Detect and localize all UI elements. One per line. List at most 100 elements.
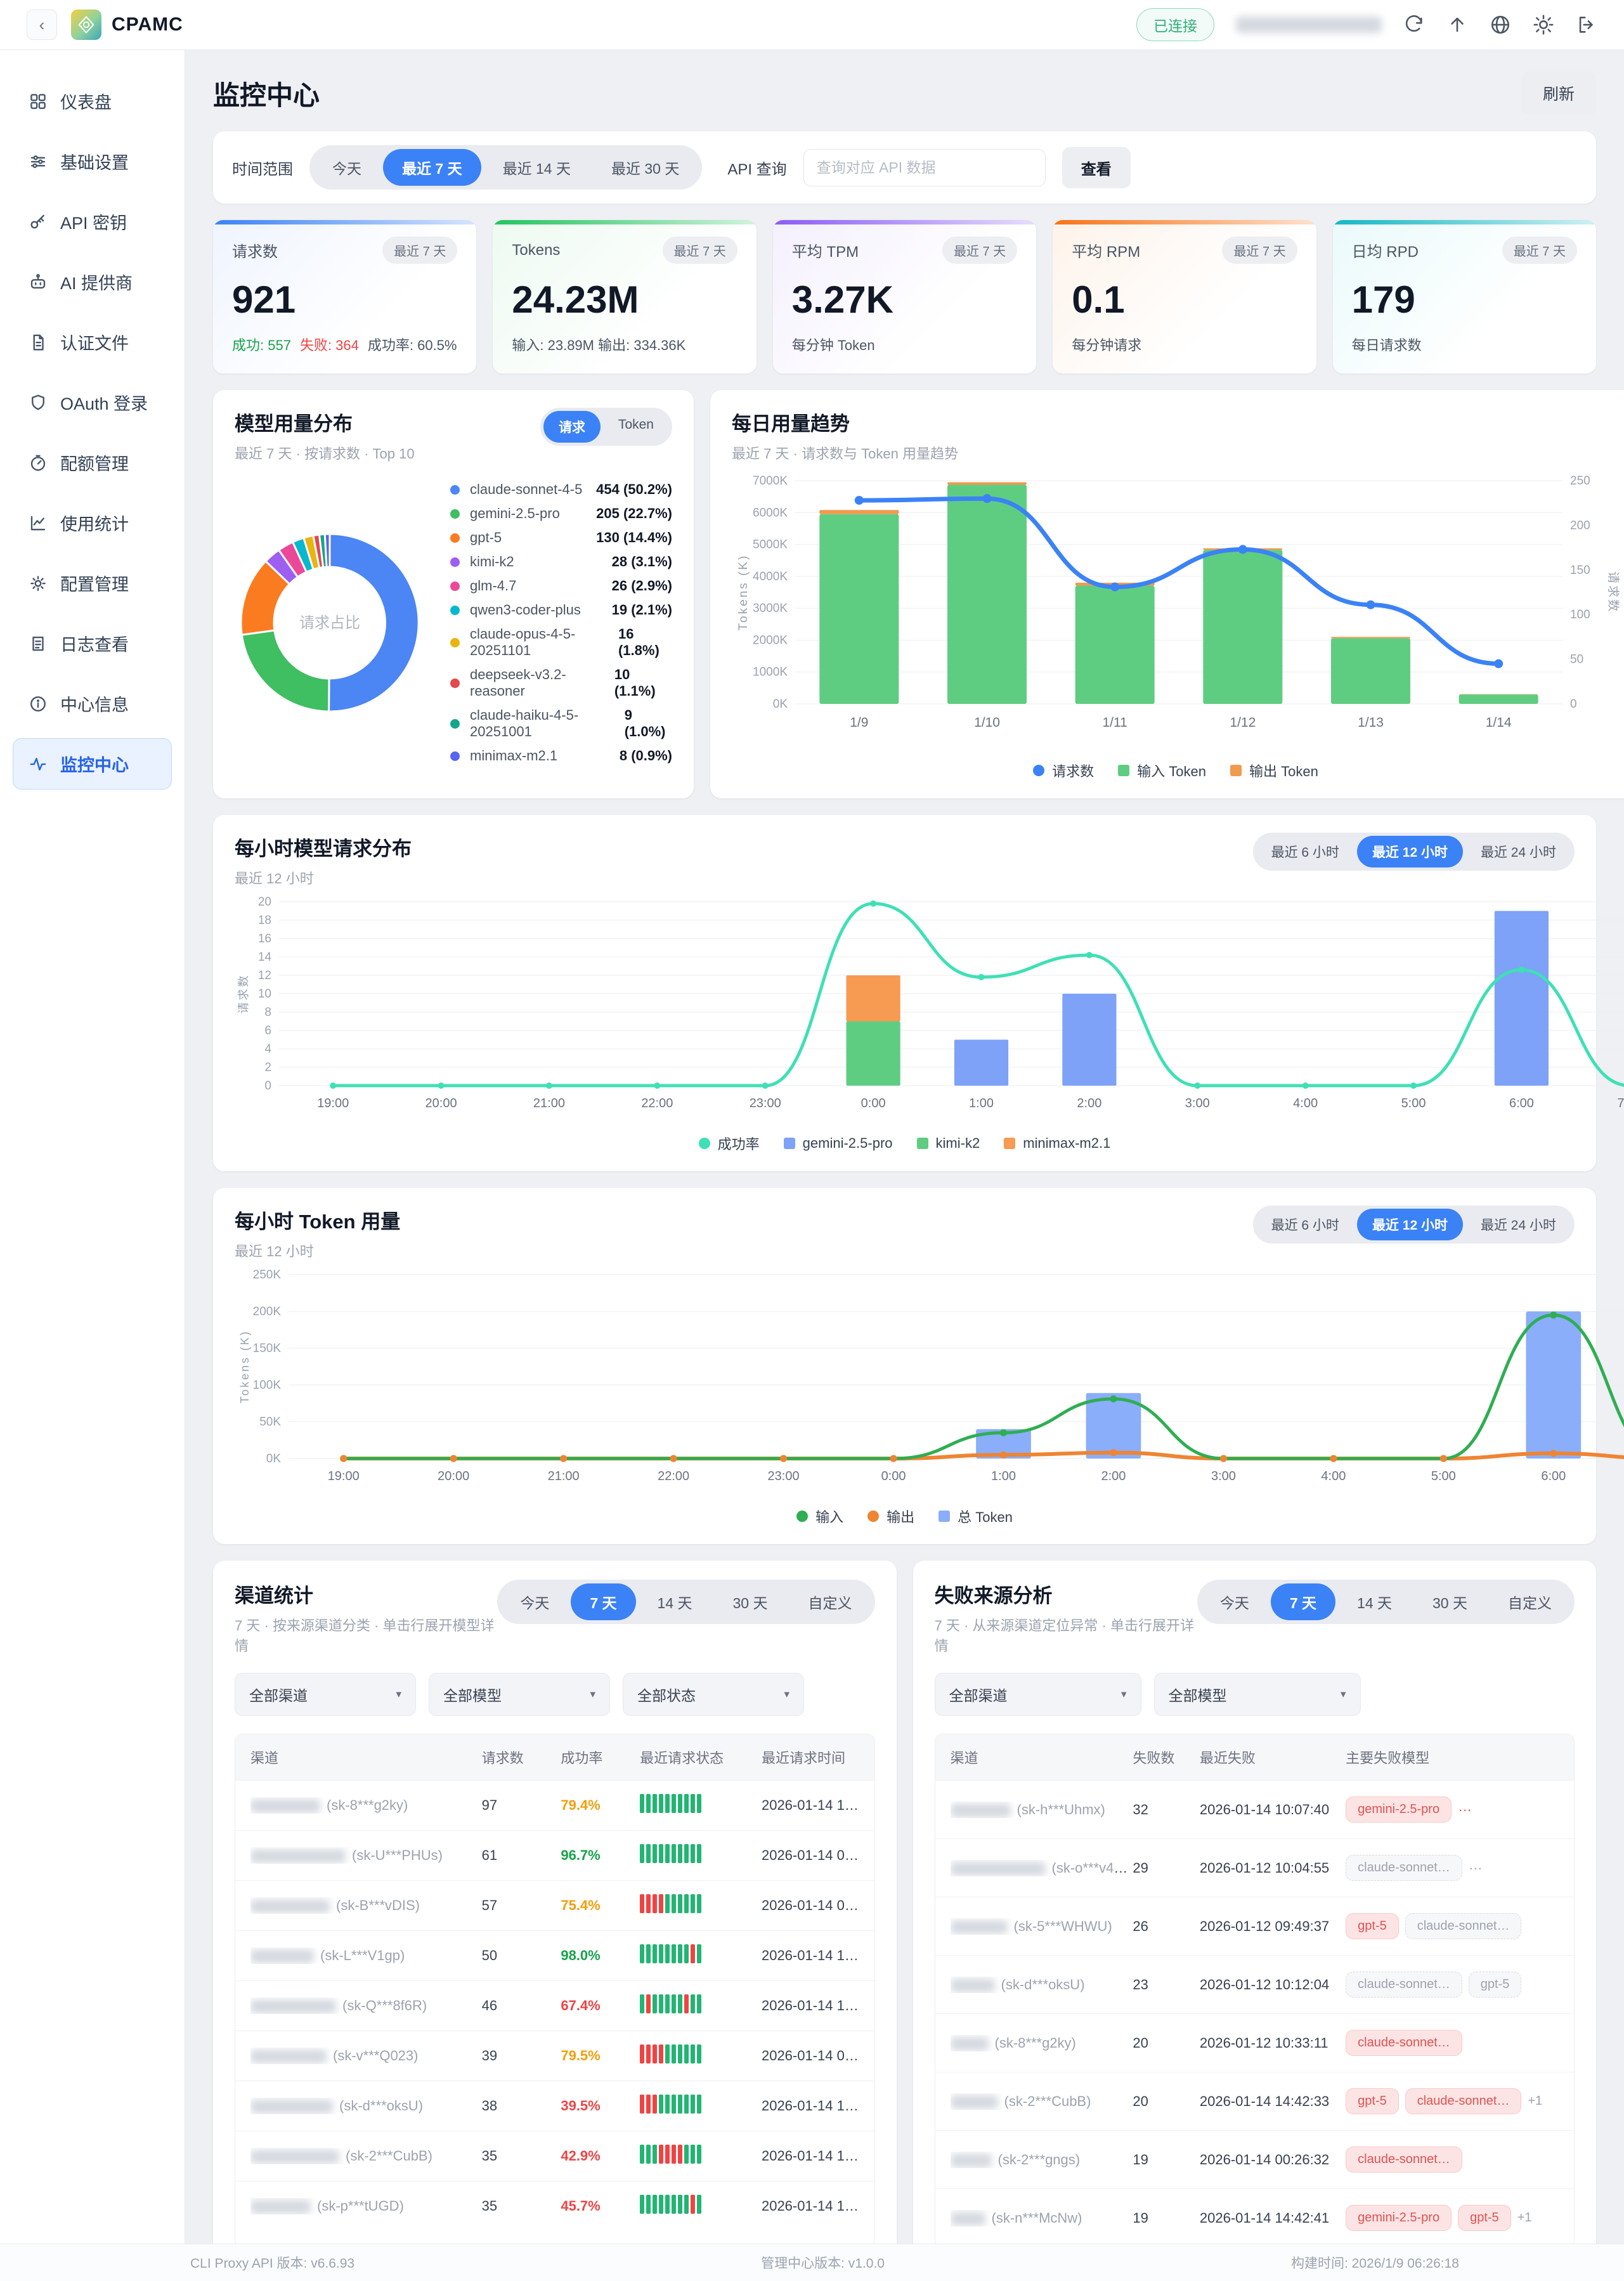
failure-row[interactable]: (sk-8***g2ky) 20 2026-01-12 10:33:11 cla… — [935, 2013, 1574, 2072]
sidebar-item-label: 基础设置 — [60, 153, 129, 172]
svg-text:14: 14 — [258, 951, 272, 964]
pill-option[interactable]: 最近 30 天 — [611, 160, 680, 177]
sidebar-item-11[interactable]: 中心信息 — [13, 678, 172, 729]
chevron-down-icon: ▾ — [590, 1688, 595, 1700]
failure-row[interactable]: (sk-2***CubB) 20 2026-01-14 14:42:33 gpt… — [935, 2072, 1574, 2130]
pill-option[interactable]: 最近 6 小时 — [1271, 845, 1339, 860]
sidebar-item-6[interactable]: OAuth 登录 — [13, 377, 172, 428]
sidebar-item-1[interactable]: 仪表盘 — [13, 75, 172, 127]
gauge-icon — [30, 455, 46, 471]
pill-option[interactable]: 14 天 — [1357, 1595, 1393, 1611]
svg-text:20:00: 20:00 — [425, 1096, 457, 1110]
hourly-tokens-title: 每小时 Token 用量 — [235, 1211, 401, 1233]
pill-option[interactable]: 请求 — [543, 411, 601, 443]
channel-row[interactable]: (sk-L***V1gp) 50 98.0% 2026-01-14 14:46:… — [235, 1930, 874, 1980]
file-icon — [33, 334, 44, 350]
logout-icon[interactable] — [1576, 14, 1597, 36]
status-bars — [640, 2145, 702, 2164]
connection-status-badge: 已连接 — [1136, 8, 1214, 41]
svg-text:请求数: 请求数 — [237, 974, 250, 1014]
pill-option[interactable]: 最近 12 小时 — [1356, 1209, 1463, 1240]
sidebar-item-3[interactable]: API 密钥 — [13, 196, 172, 247]
pill-option[interactable]: 今天 — [332, 160, 361, 177]
pill-option[interactable]: 最近 7 天 — [383, 149, 481, 186]
svg-text:250K: 250K — [253, 1268, 282, 1282]
stat-card-2: Tokens 最近 7 天 24.23M 输入: 23.89M 输出: 334.3… — [493, 220, 757, 374]
pill-option[interactable]: 今天 — [1219, 1595, 1249, 1611]
channel-row[interactable]: (sk-d***oksU) 38 39.5% 2026-01-14 14:42:… — [235, 2081, 874, 2131]
pill-option[interactable]: 最近 14 天 — [502, 160, 571, 177]
sidebar-collapse-button[interactable]: ‹ — [27, 10, 57, 40]
failure-row[interactable]: (sk-5***WHWU) 26 2026-01-12 09:49:37 gpt… — [935, 1897, 1574, 1955]
pill-option[interactable]: 自定义 — [808, 1595, 852, 1611]
pill-option[interactable]: 30 天 — [732, 1595, 768, 1611]
bot-icon — [30, 273, 46, 289]
channel-row[interactable]: (sk-8***g2ky) 97 79.4% 2026-01-14 14:44:… — [235, 1780, 874, 1830]
dashboard-icon — [30, 93, 46, 109]
daily-trend-card: 每日用量趋势 最近 7 天 · 请求数与 Token 用量趋势 0K 1000K 2… — [710, 390, 1624, 798]
filter-select[interactable]: 全部状态 ▾ — [623, 1673, 804, 1716]
pill-option[interactable]: 最近 12 小时 — [1356, 836, 1463, 868]
channel-row[interactable]: (sk-B***vDIS) 57 75.4% 2026-01-14 00:27:… — [235, 1880, 874, 1930]
theme-sun-icon[interactable] — [1533, 14, 1554, 36]
sidebar-item-9[interactable]: 配置管理 — [13, 557, 172, 609]
sidebar-item-12[interactable]: 监控中心 — [13, 738, 172, 790]
channel-row[interactable]: (sk-p***tUGD) 35 45.7% 2026-01-14 14:45:… — [235, 2181, 874, 2231]
failure-row[interactable]: (sk-2***gngs) 19 2026-01-14 00:26:32 cla… — [935, 2130, 1574, 2188]
svg-text:0:00: 0:00 — [881, 1469, 906, 1483]
api-query-input[interactable] — [803, 148, 1046, 186]
failure-row[interactable]: (sk-o***v4gP) 29 2026-01-12 10:04:55 cla… — [935, 1838, 1574, 1897]
hourly-requests-chart: 024681012141618200%10%20%30%40%50%60%70%… — [237, 895, 1624, 1110]
failure-row[interactable]: (sk-n***McNw) 19 2026-01-14 14:42:41 gem… — [935, 2188, 1574, 2244]
svg-text:Tokens (K): Tokens (K) — [238, 1330, 251, 1403]
filter-select[interactable]: 全部渠道 ▾ — [235, 1673, 416, 1716]
channel-row[interactable]: (sk-U***PHUs) 61 96.7% 2026-01-14 00:26:… — [235, 1830, 874, 1880]
stat-title: 平均 TPM — [791, 244, 859, 261]
sidebar-item-4[interactable]: AI 提供商 — [13, 256, 172, 308]
channel-row[interactable]: (sk-v***Q023) 39 79.5% 2026-01-14 00:26:… — [235, 2031, 874, 2081]
svg-text:4000K: 4000K — [753, 570, 788, 583]
filter-select[interactable]: 全部模型 ▾ — [1153, 1673, 1361, 1716]
svg-text:200: 200 — [1570, 519, 1590, 532]
filter-select[interactable]: 全部模型 ▾ — [429, 1673, 610, 1716]
svg-text:2: 2 — [264, 1061, 271, 1074]
pill-option[interactable]: 14 天 — [657, 1595, 692, 1611]
model-usage-title: 模型用量分布 — [235, 413, 353, 435]
failure-analysis-title: 失败来源分析 — [934, 1585, 1053, 1607]
sidebar-item-8[interactable]: 使用统计 — [13, 497, 172, 549]
pill-option[interactable]: 最近 24 小时 — [1480, 845, 1556, 860]
svg-text:21:00: 21:00 — [548, 1469, 580, 1483]
refresh-icon[interactable] — [1403, 14, 1425, 36]
svg-text:22:00: 22:00 — [658, 1469, 689, 1483]
failure-row[interactable]: (sk-d***oksU) 23 2026-01-12 10:12:04 cla… — [935, 1955, 1574, 2013]
sidebar-item-5[interactable]: 认证文件 — [13, 316, 172, 368]
pill-option[interactable]: 7 天 — [1270, 1583, 1336, 1620]
pill-option[interactable]: Token — [618, 417, 654, 432]
footer-build-time: 构建时间: 2026/1/9 06:26:18 — [1290, 2256, 1459, 2271]
stat-card-3: 平均 TPM 最近 7 天 3.27K 每分钟 Token — [772, 220, 1037, 374]
svg-text:20: 20 — [258, 895, 271, 909]
channel-row[interactable]: (sk-2***CubB) 35 42.9% 2026-01-14 14:42:… — [235, 2131, 874, 2181]
upload-icon[interactable] — [1446, 14, 1468, 36]
channel-row[interactable]: (sk-Q***8f6R) 46 67.4% 2026-01-14 14:40:… — [235, 1980, 874, 2031]
stat-title: 日均 RPD — [1351, 244, 1419, 261]
view-button[interactable]: 查看 — [1062, 146, 1131, 188]
sidebar-item-10[interactable]: 日志查看 — [13, 618, 172, 669]
pill-option[interactable]: 最近 24 小时 — [1480, 1218, 1556, 1233]
info-icon — [30, 696, 46, 712]
pill-option[interactable]: 30 天 — [1432, 1595, 1467, 1611]
pill-option[interactable]: 今天 — [520, 1595, 550, 1611]
pill-option[interactable]: 最近 6 小时 — [1271, 1218, 1339, 1233]
daily-trend-chart: 0K 1000K 2000K 3000K 4000K 5000K 6000K 7000K 0 50… — [737, 474, 1620, 730]
globe-icon[interactable] — [1490, 14, 1511, 36]
sidebar-item-7[interactable]: 配额管理 — [13, 437, 172, 488]
pill-option[interactable]: 自定义 — [1508, 1595, 1552, 1611]
redacted-text — [950, 1861, 1046, 1876]
refresh-button[interactable]: 刷新 — [1521, 72, 1596, 115]
status-bars — [640, 2044, 702, 2063]
filter-select[interactable]: 全部渠道 ▾ — [934, 1673, 1141, 1716]
pill-option[interactable]: 7 天 — [571, 1583, 636, 1620]
sidebar-item-2[interactable]: 基础设置 — [13, 136, 172, 187]
channel-stats-filters: 全部渠道 ▾ 全部模型 ▾ 全部状态 ▾ — [235, 1673, 875, 1716]
failure-row[interactable]: (sk-h***Uhmx) 32 2026-01-14 10:07:40 gem… — [935, 1780, 1574, 1838]
